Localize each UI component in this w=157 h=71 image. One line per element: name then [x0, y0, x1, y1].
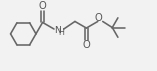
- Text: O: O: [82, 40, 90, 50]
- Text: H: H: [58, 28, 64, 37]
- Text: N: N: [54, 26, 61, 35]
- Text: O: O: [95, 13, 103, 23]
- Text: O: O: [39, 1, 46, 11]
